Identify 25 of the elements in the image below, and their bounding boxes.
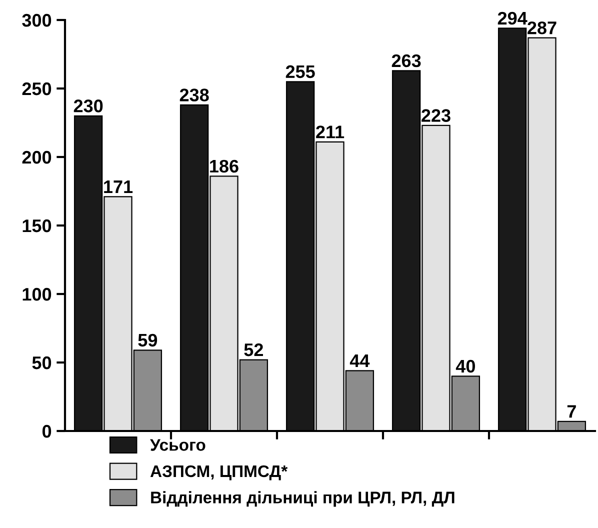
y-tick-label: 200	[22, 150, 52, 164]
data-label: 59	[138, 334, 158, 347]
y-tick-label: 250	[22, 82, 52, 96]
y-tick-label: 100	[22, 288, 52, 301]
data-label: 263	[392, 54, 421, 68]
data-label: 223	[422, 109, 450, 122]
legend-label: АЗПСМ, ЦПМСД*	[150, 465, 288, 480]
y-tick-label: 0	[42, 424, 52, 438]
data-label: 294	[498, 12, 528, 25]
data-label: 52	[244, 343, 263, 356]
data-label: 44	[350, 354, 370, 367]
data-label: 40	[456, 360, 475, 373]
data-label: 186	[210, 160, 238, 173]
data-label: 287	[528, 21, 556, 34]
y-tick-label: 300	[22, 14, 52, 27]
y-tick-label: 50	[32, 356, 52, 370]
legend-label: Усього	[150, 439, 206, 451]
data-label: 230	[74, 100, 103, 112]
legend-label: Відділення дільниці при ЦРЛ, РЛ, ДЛ	[151, 491, 454, 507]
data-label: 211	[316, 126, 344, 138]
y-tick-label: 150	[22, 219, 52, 232]
data-label: 7	[567, 405, 576, 418]
data-label: 171	[104, 180, 133, 193]
data-label: 238	[180, 88, 209, 102]
data-label: 255	[286, 65, 315, 78]
